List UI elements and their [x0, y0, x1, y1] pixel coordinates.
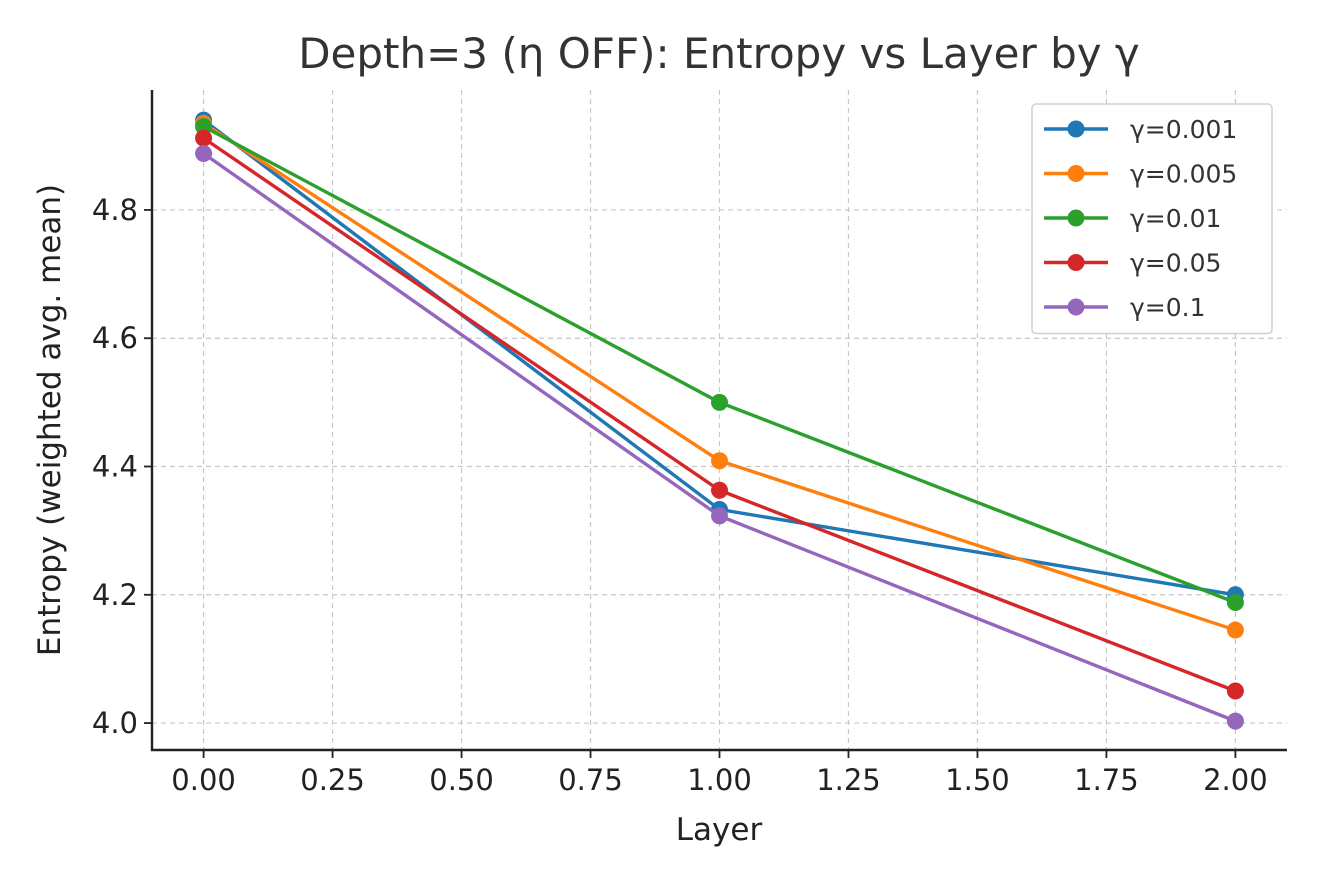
- x-tick-label: 0.25: [300, 763, 365, 797]
- legend-label: γ=0.01: [1130, 204, 1221, 233]
- x-tick-label: 1.50: [945, 763, 1010, 797]
- plot-area: [195, 111, 1244, 730]
- series-1: [195, 114, 1244, 639]
- data-point: [1226, 712, 1244, 730]
- x-tick-label: 0.50: [429, 763, 494, 797]
- x-tick-label: 1.75: [1074, 763, 1139, 797]
- chart-title: Depth=3 (η OFF): Entropy vs Layer by γ: [298, 29, 1140, 78]
- legend-swatch-marker: [1067, 254, 1085, 271]
- x-axis-label: Layer: [676, 812, 763, 848]
- data-point: [1226, 593, 1244, 611]
- legend-item: γ=0.01: [1044, 204, 1221, 233]
- legend-label: γ=0.1: [1130, 293, 1206, 322]
- y-tick-label: 4.4: [92, 450, 138, 484]
- legend-swatch-marker: [1067, 165, 1085, 182]
- legend-swatch-marker: [1067, 120, 1085, 138]
- legend-item: γ=0.005: [1044, 160, 1237, 189]
- legend-frame: [1031, 103, 1273, 335]
- y-tick-label: 4.2: [92, 578, 138, 612]
- legend-swatch-marker: [1067, 298, 1085, 316]
- y-tick-label: 4.0: [92, 706, 138, 740]
- data-point: [195, 129, 213, 147]
- data-point: [711, 393, 728, 411]
- series-3: [195, 129, 1244, 700]
- x-tick-label: 1.25: [816, 763, 881, 797]
- data-point: [711, 452, 728, 470]
- x-tick-label: 2.00: [1203, 763, 1268, 797]
- data-point: [195, 144, 213, 162]
- legend-item: γ=0.001: [1044, 115, 1237, 144]
- data-point: [1226, 621, 1244, 639]
- y-tick-label: 4.8: [92, 193, 138, 227]
- legend: γ=0.001 γ=0.005 γ=0.01 γ=0.05 γ=0.1: [1031, 103, 1273, 335]
- data-point: [711, 481, 728, 499]
- x-tick-label: 0.00: [171, 763, 236, 797]
- legend-label: γ=0.05: [1130, 249, 1221, 278]
- data-point: [711, 507, 728, 525]
- x-tick-label: 0.75: [558, 763, 623, 797]
- legend-label: γ=0.005: [1130, 160, 1237, 189]
- legend-item: γ=0.05: [1044, 249, 1221, 278]
- data-point: [1226, 682, 1244, 700]
- y-tick-label: 4.6: [92, 321, 138, 355]
- x-tick-label: 1.00: [687, 763, 752, 797]
- legend-item: γ=0.1: [1044, 293, 1206, 322]
- series-4: [195, 144, 1244, 730]
- y-axis-label: Entropy (weighted avg. mean): [32, 184, 68, 656]
- series-2: [195, 118, 1244, 611]
- legend-swatch-marker: [1067, 209, 1085, 227]
- axes: 0.00 0.25 0.50 0.75 1.00 1.25 1.50 1.75 2.00 4.0 4…: [92, 90, 1287, 797]
- legend-label: γ=0.001: [1130, 115, 1237, 144]
- axis-spines: [150, 90, 1287, 752]
